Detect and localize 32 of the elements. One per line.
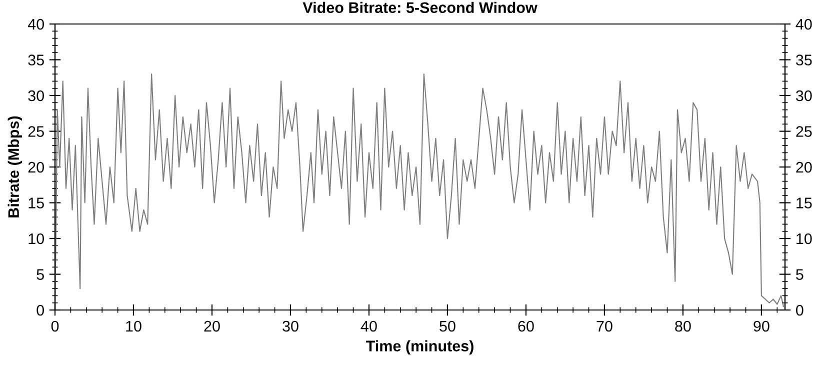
y2-tick-label: 40 (796, 18, 812, 30)
x-tick-label: 80 (675, 320, 691, 332)
y-axis-title: Bitrate (Mbps) (8, 116, 22, 218)
y-tick-label: 10 (28, 233, 44, 244)
x-tick-label: 30 (282, 320, 298, 332)
x-tick-label: 70 (596, 320, 612, 332)
line-series (55, 73, 784, 310)
y2-tick-label: 10 (796, 233, 812, 244)
x-tick-label: 60 (518, 320, 534, 332)
y-tick-label: 30 (28, 90, 44, 102)
y2-tick-label: 15 (796, 198, 812, 208)
chart-title: Video Bitrate: 5-Second Window (302, 2, 538, 14)
y-tick-label: 40 (28, 18, 44, 30)
y2-tick-label: 20 (796, 162, 812, 173)
x-tick-label: 50 (440, 320, 456, 332)
y2-tick-label: 25 (796, 126, 812, 137)
y2-tick-label: 5 (796, 269, 804, 280)
y2-tick-label: 35 (796, 54, 812, 66)
x-tick-label: 20 (204, 320, 220, 332)
y2-tick-label: 0 (796, 304, 804, 316)
x-tick-label: 0 (51, 320, 59, 332)
y-tick-label: 35 (28, 54, 44, 66)
x-tick-label: 10 (126, 320, 142, 332)
y-tick-label: 0 (36, 304, 44, 316)
y-tick-label: 25 (28, 126, 44, 137)
y-tick-label: 15 (28, 198, 44, 208)
x-tick-label: 90 (754, 320, 770, 332)
y-tick-label: 5 (36, 269, 44, 280)
x-tick-label: 40 (360, 320, 377, 332)
y-tick-label: 20 (28, 162, 44, 173)
y2-tick-label: 30 (796, 90, 812, 102)
x-axis-title: Time (minutes) (366, 340, 474, 354)
